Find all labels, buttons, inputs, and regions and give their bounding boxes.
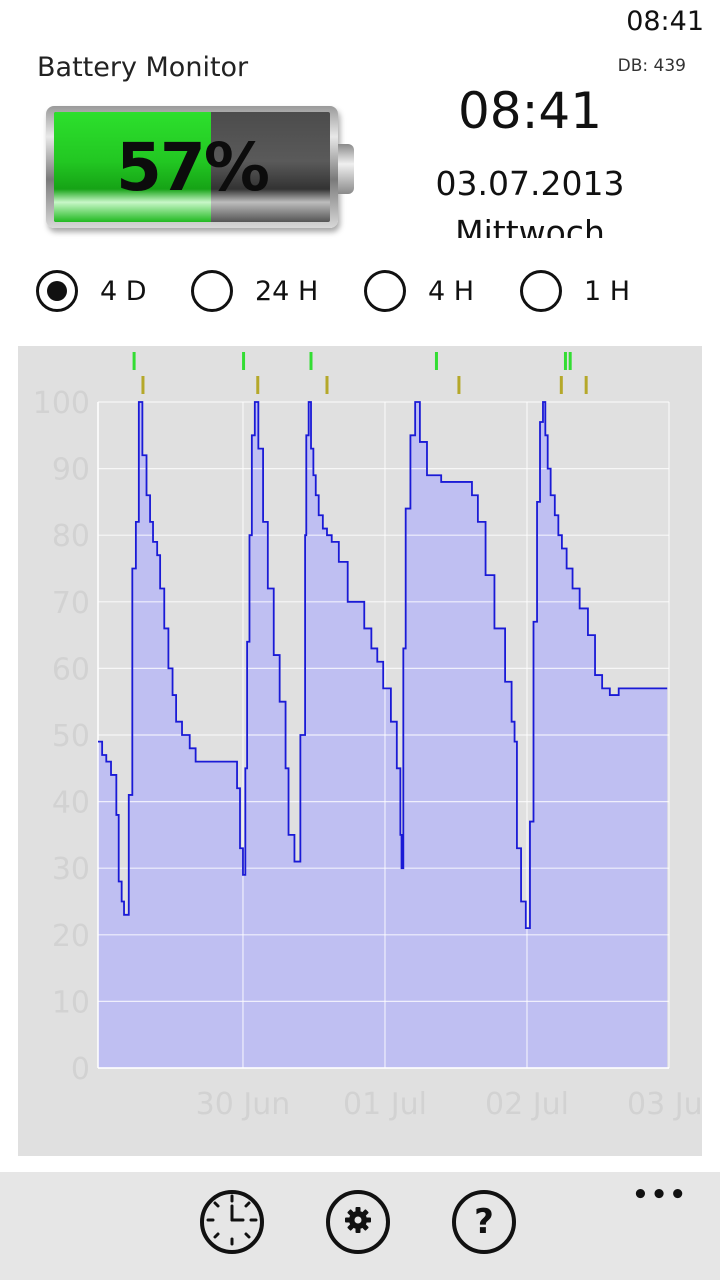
- gear-icon: [343, 1205, 373, 1239]
- radio-circle[interactable]: [191, 270, 233, 312]
- clock-time: 08:41: [457, 82, 603, 140]
- y-tick-label: 80: [52, 519, 90, 554]
- y-tick-label: 70: [52, 586, 90, 621]
- battery-chart: 0 10 20 30 40 50 60 70 80 90 100 30 Jun 01 Jul 02 Jul…: [33, 352, 711, 1122]
- range-option-24h[interactable]: 24 H: [191, 270, 318, 312]
- range-label: 24 H: [255, 275, 319, 307]
- battery-cap: [338, 144, 354, 194]
- y-tick-label: 60: [52, 652, 90, 687]
- battery-inner: [54, 112, 330, 222]
- radio-circle[interactable]: [364, 270, 406, 312]
- app-bar: ? •••: [0, 1172, 720, 1280]
- range-option-1h[interactable]: 1 H: [520, 270, 630, 312]
- y-tick-label: 40: [52, 786, 90, 821]
- radio-circle[interactable]: [36, 270, 78, 312]
- help-button[interactable]: ?: [452, 1190, 516, 1254]
- y-tick-label: 50: [52, 719, 90, 754]
- battery-chart-panel[interactable]: 0 10 20 30 40 50 60 70 80 90 100 30 Jun 01 Jul 02 Jul…: [18, 346, 711, 1156]
- range-option-4h[interactable]: 4 H: [364, 270, 474, 312]
- battery-indicator: 57%: [46, 106, 361, 234]
- more-options-button[interactable]: •••: [632, 1180, 688, 1210]
- clock-day-clip: Mittwoch: [420, 212, 640, 238]
- y-tick-label: 20: [52, 919, 90, 954]
- clock-day: Mittwoch: [455, 213, 605, 238]
- y-tick-label: 30: [52, 852, 90, 887]
- range-option-4d[interactable]: 4 D: [36, 270, 147, 312]
- x-tick-label: 03 Jul: [627, 1087, 702, 1122]
- battery-body: [46, 106, 338, 228]
- x-tick-label: 01 Jul: [343, 1087, 427, 1122]
- clock-icon: [204, 1192, 260, 1252]
- battery-percent: 57%: [116, 128, 270, 206]
- range-selector: 4 D 24 H 4 H 1 H: [36, 270, 696, 320]
- radio-circle[interactable]: [520, 270, 562, 312]
- clock-date: 03.07.2013: [435, 164, 625, 203]
- status-time: 08:41: [626, 6, 704, 37]
- help-icon: ?: [474, 1202, 494, 1242]
- battery-fill: [54, 112, 212, 222]
- y-tick-label: 100: [33, 386, 90, 421]
- y-tick-label: 0: [71, 1052, 90, 1087]
- battery-level-line: [98, 401, 668, 930]
- x-tick-label: 30 Jun: [196, 1087, 291, 1122]
- range-label: 1 H: [584, 275, 631, 307]
- y-tick-label: 90: [52, 453, 90, 488]
- app-title: Battery Monitor: [37, 52, 249, 83]
- x-tick-label: 02 Jul: [485, 1087, 569, 1122]
- db-count: DB: 439: [617, 56, 686, 76]
- history-button[interactable]: [200, 1190, 264, 1254]
- range-label: 4 H: [428, 275, 475, 307]
- y-tick-label: 10: [52, 985, 90, 1020]
- radio-selected-dot: [47, 281, 67, 301]
- settings-button[interactable]: [326, 1190, 390, 1254]
- range-label: 4 D: [100, 275, 147, 307]
